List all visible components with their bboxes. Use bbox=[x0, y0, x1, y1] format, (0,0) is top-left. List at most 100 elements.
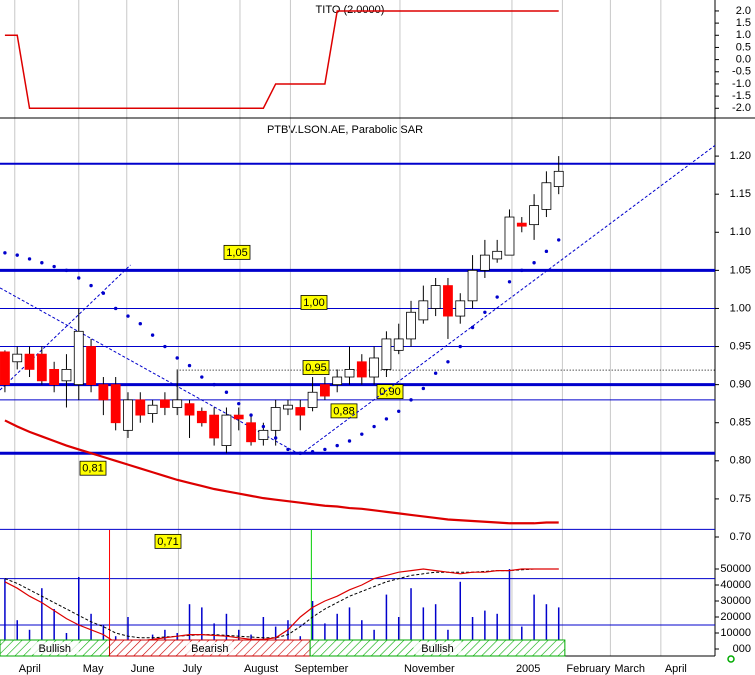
moving-average bbox=[4, 419, 559, 525]
candle-body bbox=[430, 285, 441, 309]
volume-bar bbox=[201, 607, 203, 649]
candle-body bbox=[455, 300, 466, 317]
volume-bar bbox=[496, 613, 498, 649]
volume-bar bbox=[348, 607, 351, 649]
volume-bar bbox=[545, 604, 548, 649]
sar-dot bbox=[89, 283, 93, 288]
x-tick-label: 2005 bbox=[516, 663, 540, 675]
volume-bar bbox=[225, 613, 228, 649]
trend-label-bg bbox=[30, 642, 79, 654]
y-tick-label: 1.05 bbox=[730, 264, 751, 276]
volume-bar bbox=[459, 581, 462, 649]
y-tick-label: 2.0 bbox=[736, 5, 751, 17]
candle-body bbox=[86, 346, 96, 386]
sar-dot bbox=[360, 432, 364, 436]
sar-dot bbox=[446, 360, 450, 364]
trend-label-bg bbox=[185, 642, 234, 654]
candle-body bbox=[529, 205, 539, 226]
volume-bar bbox=[447, 629, 449, 649]
x-tick-label: September bbox=[294, 663, 348, 675]
volume-bar bbox=[324, 623, 326, 649]
candle-body bbox=[344, 368, 355, 378]
x-tick-label: July bbox=[182, 663, 202, 675]
volume-bar bbox=[90, 613, 92, 649]
sar-dot bbox=[372, 424, 376, 429]
candle-body bbox=[221, 414, 232, 446]
volume-bar bbox=[53, 609, 55, 649]
level-label-box bbox=[300, 295, 328, 310]
trendline bbox=[299, 145, 716, 456]
candle-body bbox=[49, 368, 60, 386]
candle-body bbox=[295, 407, 306, 416]
sar-dot bbox=[3, 251, 7, 255]
trend-label: Bearish bbox=[191, 643, 228, 655]
candle-body bbox=[553, 170, 564, 187]
y-tick-label: 1.00 bbox=[730, 302, 751, 314]
candle-body bbox=[246, 422, 256, 443]
level-label: 0,81 bbox=[82, 463, 103, 475]
sar-dot bbox=[273, 436, 278, 440]
y-tick-label: 10000 bbox=[720, 627, 751, 639]
sar-dot bbox=[163, 344, 167, 349]
candle-body bbox=[393, 338, 404, 351]
volume-bar bbox=[262, 617, 265, 649]
candle-body bbox=[479, 254, 490, 271]
sar-dot bbox=[138, 321, 142, 326]
x-tick-label: April bbox=[19, 663, 41, 675]
sar-dot bbox=[532, 261, 536, 265]
sar-dot bbox=[224, 390, 229, 394]
sar-dot bbox=[397, 409, 401, 413]
sar-dot bbox=[249, 413, 253, 417]
candle-body bbox=[36, 353, 47, 382]
volume-bar bbox=[237, 629, 240, 649]
sar-dot bbox=[298, 451, 302, 455]
sar-dot bbox=[52, 264, 56, 269]
y-tick-label: 0.90 bbox=[730, 379, 751, 391]
candle-body bbox=[541, 182, 552, 210]
x-tick-label: August bbox=[244, 663, 278, 675]
volume-bar bbox=[127, 617, 129, 649]
sar-dot bbox=[310, 449, 315, 454]
y-tick-label: 000 bbox=[733, 643, 751, 655]
sar-dot bbox=[126, 314, 130, 318]
candle-body bbox=[381, 338, 392, 370]
y-tick-label: -1.0 bbox=[732, 78, 751, 90]
level-label: 0,95 bbox=[305, 362, 326, 374]
sar-dot bbox=[40, 261, 44, 265]
volume-average bbox=[4, 568, 559, 644]
sar-dot bbox=[507, 280, 512, 284]
candle-body bbox=[172, 399, 183, 408]
volume-bar bbox=[521, 626, 523, 649]
level-label-box bbox=[154, 533, 182, 549]
y-tick-label: 0.5 bbox=[736, 41, 751, 53]
volume-average bbox=[4, 568, 559, 639]
level-label: 0,90 bbox=[379, 386, 400, 398]
trend-label-bg bbox=[413, 642, 462, 654]
y-tick-label: 1.20 bbox=[730, 150, 751, 162]
y-tick-label: 0.85 bbox=[730, 417, 751, 429]
level-label: 1,00 bbox=[303, 297, 324, 309]
y-tick-label: 40000 bbox=[720, 579, 751, 591]
volume-bar bbox=[471, 617, 474, 649]
volume-bar bbox=[336, 613, 338, 649]
sar-dot bbox=[27, 257, 32, 261]
level-label-box bbox=[223, 244, 251, 260]
candle-body bbox=[332, 376, 343, 386]
y-tick-label: 0.95 bbox=[730, 340, 751, 352]
sar-dot bbox=[212, 382, 216, 387]
x-tick-label: November bbox=[404, 663, 455, 675]
sar-dot bbox=[384, 417, 389, 421]
candle-body bbox=[209, 414, 220, 439]
y-tick-label: 1.0 bbox=[736, 29, 751, 41]
sar-dot bbox=[335, 443, 339, 448]
x-tick-label: March bbox=[614, 663, 645, 675]
sar-dot bbox=[200, 375, 204, 379]
volume-bar bbox=[410, 588, 412, 649]
sar-dot bbox=[187, 363, 192, 368]
candle-body bbox=[270, 407, 281, 431]
x-tick-label: May bbox=[83, 663, 104, 675]
volume-bar bbox=[533, 594, 535, 649]
y-tick-label: 20000 bbox=[720, 611, 751, 623]
x-tick-label: April bbox=[665, 663, 687, 675]
volume-bar bbox=[188, 604, 191, 649]
